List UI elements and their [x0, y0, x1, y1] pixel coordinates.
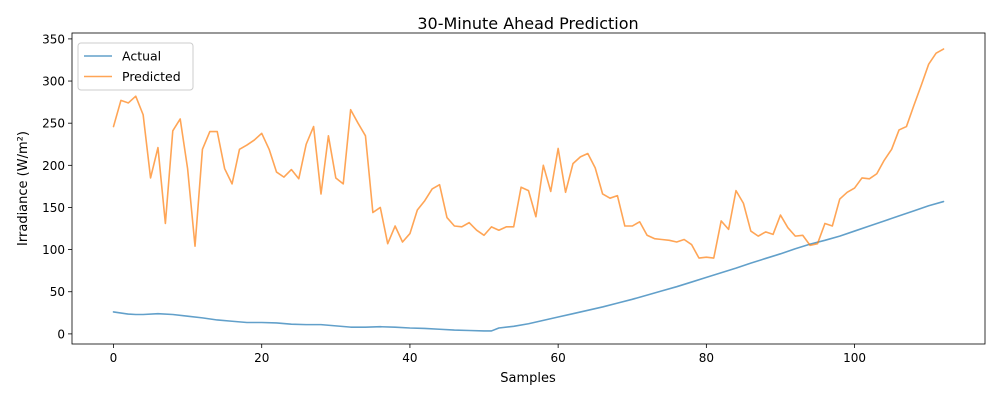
x-tick-label: 80 [699, 351, 714, 365]
legend-box [77, 42, 194, 91]
series-line-predicted [112, 48, 945, 259]
legend: Actual Predicted [77, 42, 194, 91]
y-axis-label: Irradiance (W/m²) [16, 131, 31, 246]
x-tick-label: 60 [551, 351, 566, 365]
y-tick-label: 50 [50, 285, 65, 299]
x-tick-label: 40 [402, 351, 417, 365]
x-tick-label: 20 [254, 351, 269, 365]
y-axis: 0 50 100 150 200 250 300 350 [42, 32, 72, 341]
x-axis: 0 20 40 60 80 100 [110, 344, 866, 365]
x-tick-label: 100 [843, 351, 866, 365]
plot-frame [71, 32, 986, 345]
chart-title: 30-Minute Ahead Prediction [417, 14, 638, 33]
x-axis-label: Samples [500, 371, 556, 386]
x-tick-label: 0 [110, 351, 118, 365]
y-tick-label: 350 [42, 32, 65, 46]
y-tick-label: 150 [42, 201, 65, 215]
y-tick-label: 250 [42, 117, 65, 131]
y-tick-label: 300 [42, 75, 65, 89]
series-line-actual [112, 200, 945, 332]
y-tick-label: 100 [42, 243, 65, 257]
legend-label-predicted: Predicted [122, 69, 181, 84]
y-tick-label: 0 [57, 327, 65, 341]
series-layer [112, 48, 945, 332]
plot-area [71, 32, 986, 345]
y-tick-label: 200 [42, 159, 65, 173]
legend-label-actual: Actual [122, 49, 161, 64]
